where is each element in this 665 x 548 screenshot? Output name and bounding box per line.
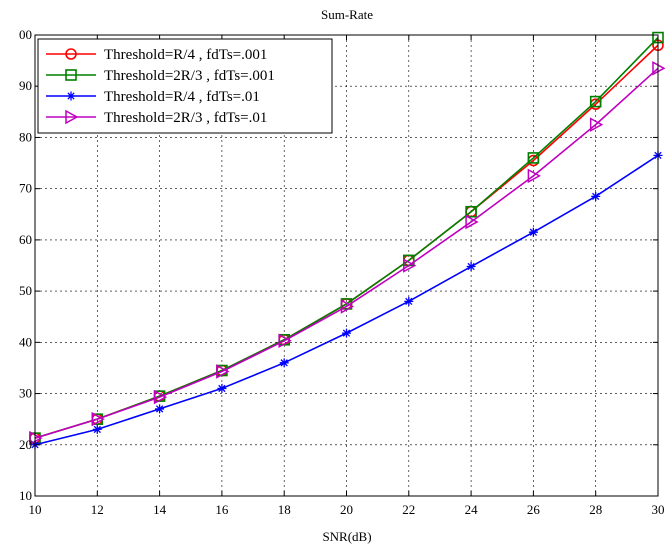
data-point <box>65 48 77 60</box>
data-point <box>528 227 538 237</box>
legend-entry: Threshold=R/4 , fdTs=.01 <box>46 89 260 105</box>
x-tick-label: 30 <box>652 502 665 517</box>
x-tick-label: 16 <box>215 502 229 517</box>
legend-label: Threshold=2R/3 , fdTs=.001 <box>104 68 275 84</box>
x-tick-label: 24 <box>465 502 479 517</box>
y-tick-label: 70 <box>19 181 32 196</box>
legend-label: Threshold=R/4 , fdTs=.01 <box>104 89 260 105</box>
data-point <box>591 191 601 201</box>
data-point <box>404 296 414 306</box>
x-tick-label: 26 <box>527 502 541 517</box>
data-point <box>465 214 479 230</box>
data-point <box>153 389 168 405</box>
data-point <box>278 333 292 349</box>
y-tick-label: 90 <box>19 78 32 93</box>
data-point <box>216 364 230 379</box>
y-tick-label: 60 <box>19 232 32 247</box>
data-point <box>91 411 105 427</box>
data-point <box>465 205 477 218</box>
data-point <box>466 262 476 272</box>
data-point <box>340 299 355 314</box>
legend-label: Threshold=R/4 , fdTs=.001 <box>104 47 267 63</box>
y-tick-label: 30 <box>19 386 32 401</box>
x-tick-label: 20 <box>340 502 353 517</box>
data-point <box>342 328 351 338</box>
y-tick-label: 20 <box>19 437 32 452</box>
data-point <box>589 117 604 132</box>
data-point <box>527 168 541 184</box>
x-tick-label: 10 <box>29 502 42 517</box>
data-point <box>65 69 77 81</box>
legend-entry: Threshold=R/4 , fdTs=.001 <box>46 47 267 63</box>
data-point <box>279 358 289 368</box>
y-tick-label: 00 <box>19 27 32 42</box>
axis-ticks: 10 12 14 16 18 20 22 24 26 28 30 10 20 30 40 50 60 70 80 90… <box>19 27 665 517</box>
x-tick-label: 28 <box>589 502 602 517</box>
data-point <box>589 95 602 108</box>
y-tick-label: 10 <box>19 488 32 503</box>
series-line <box>34 67 659 439</box>
x-tick-label: 18 <box>278 502 291 517</box>
data-point <box>65 109 79 125</box>
y-tick-label: 40 <box>19 334 32 349</box>
data-point <box>217 383 227 393</box>
chart-title: Sum-Rate <box>321 7 373 22</box>
legend-entry: Threshold=2R/3 , fdTs=.01 <box>46 109 267 126</box>
legend-label: Threshold=2R/3 , fdTs=.01 <box>104 110 267 126</box>
data-point <box>155 404 165 414</box>
series-4 <box>29 61 665 446</box>
x-axis-label: SNR(dB) <box>322 529 371 544</box>
data-point <box>403 258 417 273</box>
series-group <box>29 31 665 450</box>
legend-entry: Threshold=2R/3 , fdTs=.001 <box>46 68 275 84</box>
data-point <box>66 91 76 101</box>
x-tick-label: 12 <box>91 502 104 517</box>
x-tick-label: 14 <box>153 502 167 517</box>
y-tick-label: 80 <box>19 129 32 144</box>
legend: Threshold=R/4 , fdTs=.001 Threshold=2R/3 … <box>37 38 333 134</box>
data-point <box>92 424 102 434</box>
x-tick-label: 22 <box>402 502 415 517</box>
y-tick-label: 50 <box>19 283 32 298</box>
data-point <box>527 152 540 164</box>
